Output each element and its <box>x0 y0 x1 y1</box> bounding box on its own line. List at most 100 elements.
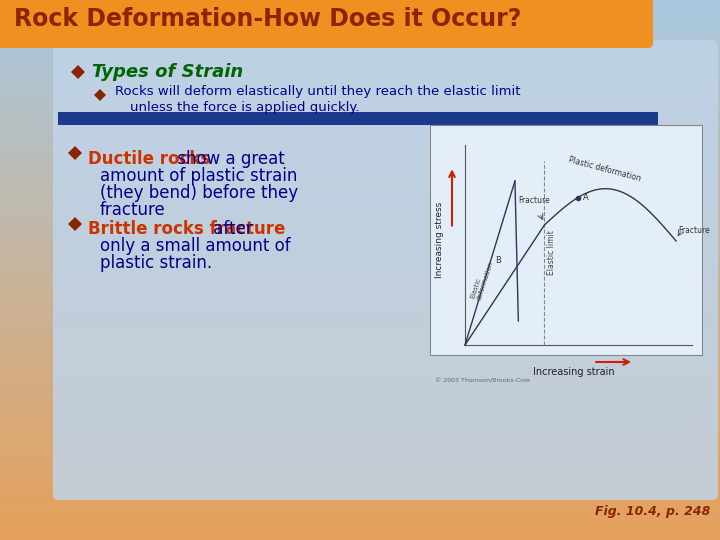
Text: Brittle rocks fracture: Brittle rocks fracture <box>88 220 285 238</box>
Bar <box>0 108 720 112</box>
Bar <box>0 328 720 333</box>
Bar <box>0 153 720 158</box>
Bar <box>0 347 720 351</box>
Bar <box>0 378 720 382</box>
Bar <box>0 310 720 315</box>
Bar <box>0 220 720 225</box>
Bar <box>0 526 720 531</box>
Bar <box>0 482 720 486</box>
Bar <box>0 324 720 328</box>
Bar <box>58 112 658 125</box>
Bar <box>0 266 720 270</box>
Bar <box>0 193 720 198</box>
Bar <box>0 509 720 513</box>
Bar <box>0 446 720 450</box>
Bar <box>0 517 720 522</box>
Bar <box>0 428 720 432</box>
Bar <box>0 297 720 301</box>
Bar <box>0 126 720 131</box>
Text: after: after <box>208 220 253 238</box>
Text: only a small amount of: only a small amount of <box>100 237 291 255</box>
Bar <box>0 117 720 122</box>
Bar <box>0 68 720 72</box>
Text: Fracture: Fracture <box>678 226 710 235</box>
Bar <box>0 23 720 27</box>
Bar <box>0 216 720 220</box>
Bar <box>0 212 720 216</box>
Bar <box>0 162 720 166</box>
Bar <box>0 112 720 117</box>
Bar <box>0 270 720 274</box>
Bar <box>0 207 720 212</box>
Bar <box>0 185 720 189</box>
Bar <box>0 387 720 392</box>
Bar <box>0 63 720 68</box>
Text: Elastic
deformation: Elastic deformation <box>469 258 494 301</box>
Bar <box>0 122 720 126</box>
Text: unless the force is applied quickly.: unless the force is applied quickly. <box>130 100 359 113</box>
Bar <box>0 94 720 99</box>
Text: Ductile rocks: Ductile rocks <box>88 150 210 168</box>
Bar <box>0 180 720 185</box>
Text: A: A <box>582 193 588 202</box>
Bar <box>0 135 720 139</box>
Bar <box>0 405 720 409</box>
Bar <box>0 54 720 58</box>
FancyBboxPatch shape <box>53 40 718 500</box>
Bar <box>0 171 720 176</box>
Bar <box>0 239 720 243</box>
Bar <box>0 166 720 171</box>
Bar <box>0 131 720 135</box>
Bar <box>0 414 720 418</box>
Text: Fig. 10.4, p. 248: Fig. 10.4, p. 248 <box>595 505 710 518</box>
Text: plastic strain.: plastic strain. <box>100 254 212 272</box>
Bar <box>0 306 720 310</box>
Bar <box>0 261 720 266</box>
Bar <box>0 230 720 234</box>
Bar <box>0 77 720 81</box>
Bar <box>0 0 720 4</box>
Bar <box>0 139 720 144</box>
Bar <box>0 36 720 40</box>
Bar <box>0 360 720 364</box>
Bar <box>0 477 720 482</box>
Bar <box>0 4 720 9</box>
Bar <box>0 288 720 293</box>
Bar <box>0 463 720 468</box>
Bar <box>0 72 720 77</box>
Bar <box>0 500 720 504</box>
Bar <box>0 513 720 517</box>
Bar <box>0 256 720 261</box>
FancyBboxPatch shape <box>0 0 653 48</box>
Bar <box>0 441 720 445</box>
Bar <box>0 450 720 455</box>
Text: amount of plastic strain: amount of plastic strain <box>100 167 297 185</box>
Bar <box>0 234 720 239</box>
Bar <box>0 333 720 338</box>
Bar <box>0 364 720 369</box>
Bar <box>0 382 720 387</box>
Bar <box>0 99 720 104</box>
Bar <box>0 202 720 207</box>
Bar <box>0 85 720 90</box>
Bar <box>0 432 720 436</box>
Bar <box>0 9 720 14</box>
Bar <box>0 472 720 477</box>
Bar <box>0 315 720 320</box>
Bar <box>0 495 720 500</box>
Text: Rocks will deform elastically until they reach the elastic limit: Rocks will deform elastically until they… <box>115 85 521 98</box>
Bar <box>0 401 720 405</box>
Bar <box>0 396 720 401</box>
Bar <box>0 243 720 247</box>
Bar <box>0 148 720 153</box>
Bar <box>0 351 720 355</box>
Bar <box>0 144 720 148</box>
Bar <box>0 225 720 229</box>
Text: Rock Deformation-How Does it Occur?: Rock Deformation-How Does it Occur? <box>14 7 521 31</box>
Bar <box>0 338 720 342</box>
Bar <box>0 486 720 490</box>
Bar <box>0 247 720 252</box>
Bar <box>0 504 720 509</box>
Bar <box>0 536 720 540</box>
Bar <box>0 31 720 36</box>
